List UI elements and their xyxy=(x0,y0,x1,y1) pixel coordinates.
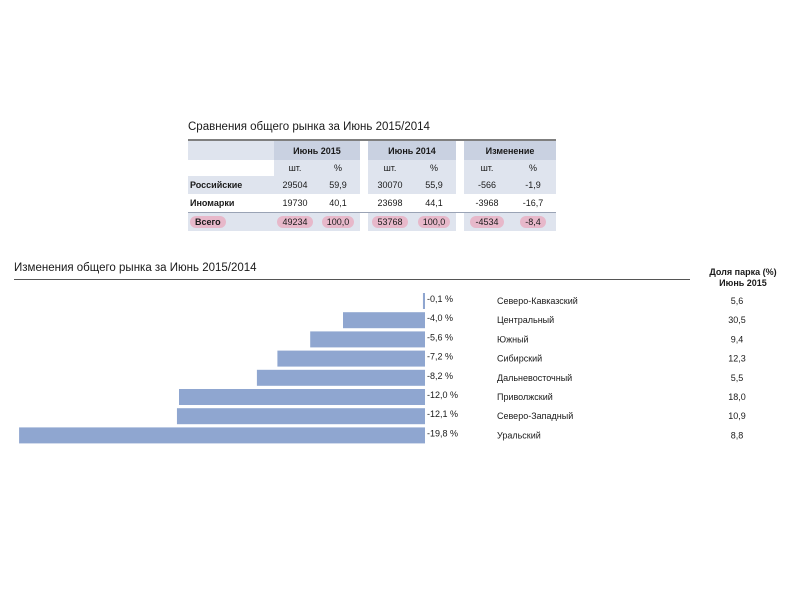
unit-header: шт. xyxy=(464,160,510,176)
table-cell: 30070 xyxy=(368,176,412,194)
group-header: Изменение xyxy=(464,139,557,160)
share-value: 9,4 xyxy=(731,334,744,344)
category-label: Южный xyxy=(497,334,529,344)
chart-title-rule xyxy=(14,279,690,280)
bar-4 xyxy=(277,350,425,367)
share-value: 8,8 xyxy=(731,430,744,440)
bar-value-label: -4,0 % xyxy=(427,313,453,323)
total-cell: 100,0 xyxy=(321,216,355,228)
share-value: 12,3 xyxy=(728,354,746,364)
share-value: 5,5 xyxy=(731,373,744,383)
category-label: Сибирский xyxy=(497,354,542,364)
bar-value-label: -12,0 % xyxy=(427,390,458,400)
total-cell: 100,0 xyxy=(417,216,451,228)
table-cell: -16,7 xyxy=(522,198,544,208)
total-row: Всего 49234 100,0 53768 100,0 -4534 -8,4 xyxy=(188,212,557,231)
chart-title: Изменения общего рынка за Июнь 2015/2014 xyxy=(14,262,257,274)
market-comparison-table: Июнь 2015 Июнь 2014 Изменение шт. % шт. … xyxy=(188,139,557,231)
bar-value-label: -5,6 % xyxy=(427,332,453,342)
share-value: 10,9 xyxy=(728,411,746,421)
table-cell: 29504 xyxy=(274,176,316,194)
share-value: 5,6 xyxy=(731,296,744,306)
table-cell: -3968 xyxy=(475,198,499,208)
bar-value-label: -7,2 % xyxy=(427,352,453,362)
bar-1 xyxy=(422,293,425,309)
group-header: Июнь 2014 xyxy=(368,139,456,160)
unit-header: % xyxy=(412,160,456,176)
share-header-line: Июнь 2015 xyxy=(719,278,767,288)
table-cell: 59,9 xyxy=(316,176,360,194)
category-label: Центральный xyxy=(497,315,554,325)
header-corner xyxy=(188,139,274,160)
share-column-header: Доля парка (%) Июнь 2015 xyxy=(693,267,793,289)
table-cell: 23698 xyxy=(377,198,403,208)
table-cell: 55,9 xyxy=(412,176,456,194)
bar-5 xyxy=(256,369,425,386)
table-title: Сравнения общего рынка за Июнь 2015/2014 xyxy=(188,121,430,133)
category-label: Северо-Кавказский xyxy=(497,296,578,306)
category-label: Уральский xyxy=(497,430,541,440)
bar-2 xyxy=(343,312,425,329)
unit-header-row: шт. % шт. % шт. % xyxy=(188,160,557,176)
row-label: Всего xyxy=(188,212,274,231)
table-row: Иномарки 19730 40,1 23698 44,1 -3968 -16… xyxy=(188,194,556,213)
row-label: Иномарки xyxy=(190,198,235,208)
bar-8 xyxy=(19,427,425,444)
table-row: Российские 29504 59,9 30070 55,9 -566 -1… xyxy=(188,176,557,194)
bar-value-label: -0,1 % xyxy=(427,294,453,304)
bar-value-label: -12,1 % xyxy=(427,409,458,419)
total-cell: 53768 xyxy=(372,216,408,228)
total-cell: -4534 xyxy=(470,216,504,228)
bar-7 xyxy=(176,408,425,425)
group-header-row: Июнь 2015 Июнь 2014 Изменение xyxy=(188,139,557,160)
total-cell: 49234 xyxy=(277,216,313,228)
table-cell: -566 xyxy=(464,176,510,194)
bar-6 xyxy=(179,389,425,405)
market-comparison-table-block: Сравнения общего рынка за Июнь 2015/2014… xyxy=(188,121,557,231)
unit-header: шт. xyxy=(368,160,412,176)
unit-header: % xyxy=(510,160,557,176)
bar-value-label: -19,8 % xyxy=(427,428,458,438)
share-value: 30,5 xyxy=(728,315,746,325)
bar-3 xyxy=(310,331,425,348)
table-cell: 44,1 xyxy=(425,198,443,208)
share-value: 18,0 xyxy=(728,392,746,402)
table-cell: 19730 xyxy=(282,198,308,208)
table-cell: 40,1 xyxy=(329,198,347,208)
share-header-line: Доля парка (%) xyxy=(709,267,777,277)
total-label-pill: Всего xyxy=(190,216,226,228)
unit-header: % xyxy=(316,160,360,176)
unit-header: шт. xyxy=(274,160,316,176)
table-cell: -1,9 xyxy=(510,176,557,194)
category-label: Северо-Западный xyxy=(497,411,573,421)
group-header: Июнь 2015 xyxy=(274,139,360,160)
category-label: Дальневосточный xyxy=(497,373,572,383)
total-cell: -8,4 xyxy=(520,216,546,228)
category-label: Приволжский xyxy=(497,392,553,402)
bar-value-label: -8,2 % xyxy=(427,371,453,381)
row-label: Российские xyxy=(188,176,274,194)
